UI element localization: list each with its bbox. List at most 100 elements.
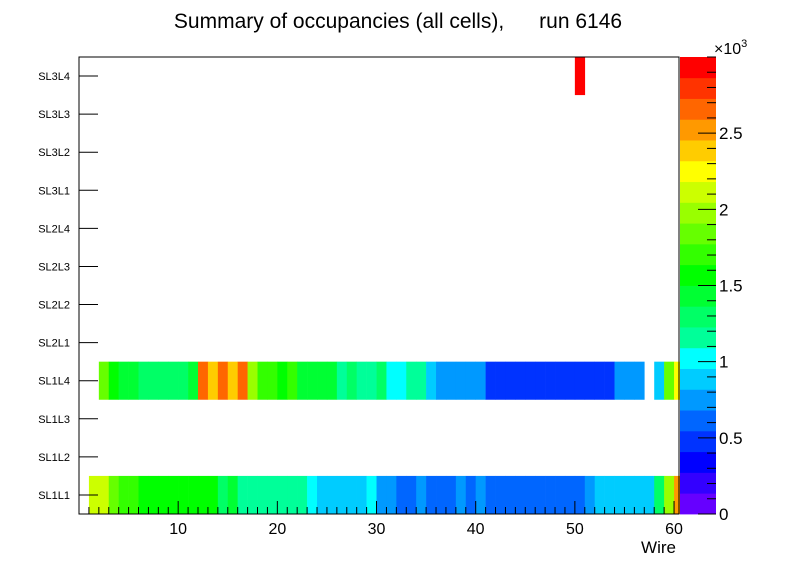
heatmap-cell — [138, 361, 149, 400]
heatmap-cell — [445, 475, 457, 514]
heatmap-cell — [624, 361, 635, 400]
heatmap-cell — [326, 475, 338, 514]
heatmap-cell — [366, 361, 377, 400]
color-scale: 0 0.5 1 1.5 2 2.5 — [680, 56, 743, 524]
heatmap-cell — [326, 361, 338, 400]
y-tick-label: SL1L4 — [38, 376, 70, 388]
heatmap-cell — [217, 361, 229, 400]
heatmap-cell — [336, 475, 348, 514]
heatmap-cell — [455, 361, 467, 400]
heatmap-cell — [485, 361, 496, 400]
heatmap-cell — [555, 361, 566, 400]
heatmap-cell — [307, 361, 318, 400]
y-tick-label: SL2L2 — [38, 300, 70, 312]
heatmap-cell — [455, 475, 467, 514]
heatmap-cell — [198, 475, 209, 514]
heatmap-cell — [594, 361, 605, 400]
heatmap-cell — [128, 361, 139, 400]
heatmap-cell — [108, 361, 119, 400]
heatmap-cell — [287, 475, 298, 514]
colorbar-segment — [680, 430, 716, 453]
x-tick-label: 60 — [665, 521, 683, 538]
heatmap-cell — [555, 475, 566, 514]
colorbar-segment — [680, 410, 716, 432]
colorbar-tick-label: 2 — [719, 200, 728, 219]
colorbar-segment — [680, 347, 716, 369]
heatmap-cell — [604, 475, 615, 514]
heatmap-cell — [207, 361, 219, 400]
heatmap-cell — [515, 475, 526, 514]
heatmap-cell — [98, 361, 110, 400]
y-tick-label: SL1L2 — [38, 452, 70, 464]
heatmap-cell — [614, 475, 625, 514]
heatmap-cell — [118, 475, 129, 514]
heatmap-cell — [158, 475, 169, 514]
heatmap-cell — [277, 361, 288, 400]
heatmap-cell — [634, 361, 645, 400]
colorbar-segment — [680, 77, 716, 99]
heatmap-cell — [148, 361, 159, 400]
colorbar-segment — [680, 368, 716, 390]
heatmap-cell — [505, 361, 516, 400]
colorbar-segment — [680, 493, 716, 515]
heatmap-cell — [664, 475, 675, 514]
colorbar-segment — [680, 451, 716, 473]
colorbar-tick-label: 0 — [719, 505, 728, 524]
heatmap-cell — [436, 361, 447, 400]
heatmap-cell — [168, 361, 179, 400]
colorbar-segment — [680, 327, 716, 349]
colorbar-tick-label: 2.5 — [719, 124, 743, 143]
heatmap-cell — [416, 475, 427, 514]
heatmap-cell — [178, 475, 189, 514]
heatmap-cell — [376, 475, 387, 514]
y-tick-label: SL3L4 — [38, 71, 70, 83]
heatmap-cell — [545, 361, 556, 400]
heatmap-cell — [178, 361, 189, 400]
heatmap-cell — [128, 475, 139, 514]
y-tick-label: SL3L2 — [38, 147, 70, 159]
heatmap-cell — [317, 475, 328, 514]
heatmap-cell — [297, 361, 308, 400]
heatmap-cell — [574, 57, 586, 96]
heatmap-cell — [158, 361, 169, 400]
colorbar-tick-label: 1 — [719, 353, 728, 372]
heatmap-cell — [356, 475, 367, 514]
heatmap-cell — [386, 475, 397, 514]
heatmap-cell — [138, 475, 149, 514]
heatmap-cell — [545, 475, 556, 514]
heatmap-cell — [485, 475, 496, 514]
heatmap-cell — [525, 361, 536, 400]
heatmap-cell — [426, 361, 437, 400]
x-tick-label: 50 — [566, 521, 584, 538]
heatmap-cell — [634, 475, 645, 514]
y-tick-label: SL2L4 — [38, 223, 70, 235]
heatmap-cell — [664, 361, 675, 400]
heatmap-cell — [574, 475, 586, 514]
heatmap-cell — [188, 361, 199, 400]
colorbar-segment — [680, 264, 716, 286]
colorbar-multiplier: ×103 — [714, 38, 747, 58]
colorbar-segment — [680, 57, 716, 79]
heatmap-cell — [465, 361, 476, 400]
heatmap-cell — [247, 361, 258, 400]
chart-title: Summary of occupancies (all cells), run … — [174, 10, 622, 33]
heatmap-cell — [604, 361, 615, 400]
x-axis-label: Wire — [641, 538, 676, 557]
heatmap-cell — [406, 361, 417, 400]
heatmap-cell — [376, 361, 387, 400]
heatmap-cells — [88, 57, 695, 514]
colorbar-segment — [680, 285, 716, 307]
y-tick-label: SL1L1 — [38, 490, 70, 502]
heatmap-cell — [614, 361, 625, 400]
colorbar-segment — [680, 140, 716, 162]
colorbar-segment — [680, 223, 716, 245]
colorbar-segment — [680, 306, 716, 328]
colorbar-tick-label: 0.5 — [719, 429, 743, 448]
heatmap-cell — [188, 475, 199, 514]
heatmap-cell — [366, 475, 377, 514]
heatmap-cell — [564, 361, 576, 400]
x-tick-label: 30 — [368, 521, 386, 538]
heatmap-cell — [267, 361, 278, 400]
y-tick-label: SL1L3 — [38, 414, 70, 426]
heatmap-cell — [584, 475, 596, 514]
